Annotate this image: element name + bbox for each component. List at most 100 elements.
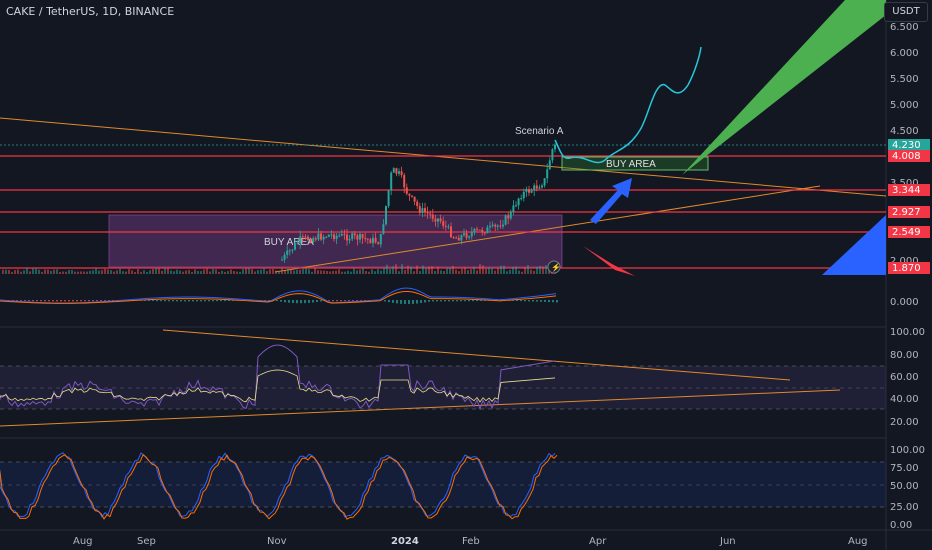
time-label: Nov <box>267 536 287 547</box>
candle-body <box>314 238 317 240</box>
macd-hist-bar <box>400 300 402 304</box>
projection-path[interactable] <box>554 46 702 164</box>
price-label-bg <box>888 226 930 238</box>
volume-bar <box>503 265 505 274</box>
macd-hist-bar <box>212 300 214 302</box>
volume-bar <box>296 269 298 274</box>
scenario-label: Scenario A <box>515 126 564 137</box>
volume-bar <box>545 265 547 274</box>
volume-bar <box>500 265 502 274</box>
ascending-trendline[interactable] <box>274 185 821 273</box>
macd-hist-bar <box>552 300 554 303</box>
macd-hist-bar <box>104 300 106 301</box>
candle-body <box>413 196 416 202</box>
price-candles[interactable] <box>281 143 556 263</box>
buy-zone-box[interactable] <box>108 214 563 268</box>
time-label: Sep <box>137 536 156 547</box>
candle-body <box>543 178 546 186</box>
rsi-descending-trendline[interactable] <box>162 329 791 381</box>
rsi-ascending-trendline[interactable] <box>0 389 841 427</box>
blue-arrow-large[interactable] <box>822 215 886 275</box>
price-tick: 5.000 <box>890 100 919 111</box>
volume-bar <box>404 269 406 274</box>
candle-body <box>548 160 551 170</box>
macd-hist-bar <box>288 300 290 303</box>
candle-body <box>325 236 328 238</box>
volume-bar <box>50 270 52 274</box>
alert-icon[interactable] <box>547 260 561 274</box>
candle-body <box>437 218 439 222</box>
lightning-icon: ⚡ <box>551 262 561 272</box>
macd-hist-bar <box>232 300 234 301</box>
symbol-header[interactable]: CAKE / TetherUS, 1D, BINANCE <box>6 5 175 18</box>
volume-bar <box>44 269 46 274</box>
macd-hist-bar <box>408 300 410 305</box>
macd-hist-bar <box>480 300 482 301</box>
candle-body <box>411 195 413 197</box>
volume-bar <box>272 268 274 274</box>
macd-hist-bar <box>68 300 70 302</box>
volume-bar <box>455 269 457 274</box>
rsi-pane[interactable] <box>0 344 556 411</box>
volume-bar <box>176 269 178 274</box>
volume-bar <box>287 268 289 274</box>
candle-body <box>348 238 351 241</box>
candle-body <box>335 235 338 240</box>
macd-hist-bar <box>160 300 162 302</box>
stoch-tick: 50.00 <box>890 481 919 492</box>
volume-bar <box>74 271 76 274</box>
macd-hist-bar <box>452 300 454 302</box>
macd-hist-bar <box>148 300 150 301</box>
macd-hist-bar <box>512 300 514 301</box>
red-arrow[interactable] <box>583 246 635 276</box>
volume-bar <box>533 270 535 274</box>
candle-body <box>340 234 343 236</box>
stoch-tick: 100.00 <box>890 445 925 456</box>
volume-bar <box>458 271 460 274</box>
volume-bar <box>266 271 268 274</box>
time-label: Apr <box>589 536 607 547</box>
volume-bar <box>254 271 256 274</box>
candle-body <box>364 238 367 240</box>
macd-hist-bar <box>56 300 58 302</box>
stoch-pane[interactable] <box>0 452 558 520</box>
currency-unit-button[interactable]: USDT <box>884 2 928 22</box>
macd-hist-bar <box>152 300 154 302</box>
macd-hist-bar <box>144 300 146 301</box>
macd-hist-bar <box>192 300 194 302</box>
macd-hist-bar <box>444 300 446 302</box>
macd-hist-bar <box>388 300 390 303</box>
volume-bar <box>542 266 544 274</box>
macd-hist-bar <box>348 300 350 302</box>
candle-body <box>338 235 341 237</box>
price-tick: 2.000 <box>890 256 919 267</box>
time-label: Aug <box>73 536 93 547</box>
volume-bar <box>14 270 16 274</box>
macd-hist-bar <box>52 300 54 302</box>
blue-arrow-small[interactable] <box>590 178 632 224</box>
macd-hist-bar <box>48 300 50 302</box>
descending-trendline[interactable] <box>0 117 887 197</box>
macd-hist-bar <box>356 300 358 301</box>
buy-area-box[interactable] <box>561 156 709 171</box>
volume-bar <box>524 267 526 274</box>
buy-area-right-label: BUY AREA <box>606 159 656 170</box>
volume-bar <box>194 269 196 274</box>
candle-body <box>327 234 330 237</box>
candle-body <box>452 237 455 239</box>
candle-body <box>356 235 359 240</box>
volume-bar <box>473 266 475 274</box>
candle-body <box>494 224 497 227</box>
macd-hist-bar <box>64 300 66 302</box>
macd-pane[interactable] <box>0 287 558 305</box>
macd-hist-bar <box>24 300 26 302</box>
volume-bar <box>179 270 181 274</box>
time-label: Aug <box>848 536 868 547</box>
candle-body <box>478 229 481 231</box>
green-arrow[interactable] <box>682 0 886 175</box>
macd-hist-bar <box>156 300 158 302</box>
candle-body <box>426 212 429 214</box>
volume-bar <box>440 270 442 274</box>
macd-hist-bar <box>424 300 426 303</box>
